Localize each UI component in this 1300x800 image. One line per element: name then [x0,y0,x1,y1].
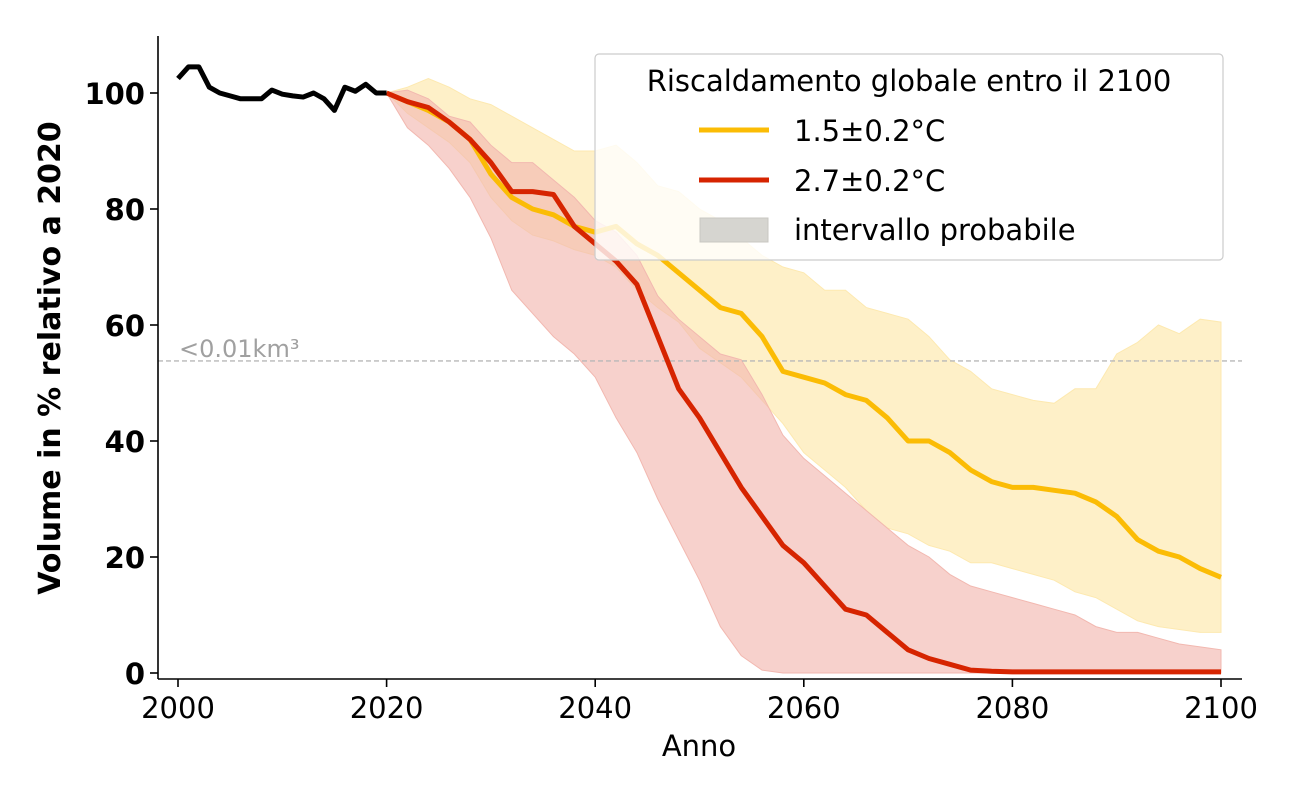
series-line-2-7c [385,90,1221,675]
y-tick-label: 20 [105,541,145,575]
series-line-historical [176,64,387,113]
y-tick-label: 40 [105,425,145,459]
y-tick-label: 100 [84,77,145,111]
legend-swatch-likely-range [699,217,769,243]
y-ticks: 0 20 40 60 80 100 [84,77,158,691]
x-ticks: 2000 2020 2040 2060 2080 2100 [141,679,1258,725]
legend-label-1-5c: 1.5±0.2°C [794,114,945,148]
x-tick-label: 2040 [558,691,632,725]
reference-line-label: <0.01km³ [179,335,299,363]
legend: Riscaldamento globale entro il 2100 1.5±… [594,53,1224,261]
x-tick-label: 2020 [350,691,424,725]
y-tick-label: 0 [125,657,145,691]
x-tick-label: 2100 [1184,691,1258,725]
x-tick-label: 2000 [141,691,215,725]
x-tick-label: 2060 [767,691,841,725]
y-axis-title: Volume in % relativo a 2020 [33,121,68,595]
x-axis-title: Anno [662,729,736,763]
legend-label-2-7c: 2.7±0.2°C [794,164,945,198]
legend-box [594,53,1224,261]
legend-title: Riscaldamento globale entro il 2100 [647,64,1172,98]
y-tick-label: 60 [105,309,145,343]
legend-label-likely-range: intervallo probabile [794,213,1076,247]
x-tick-label: 2080 [975,691,1049,725]
series-line-1-5c [385,90,1222,580]
y-tick-label: 80 [105,193,145,227]
line-layer [176,64,1222,675]
